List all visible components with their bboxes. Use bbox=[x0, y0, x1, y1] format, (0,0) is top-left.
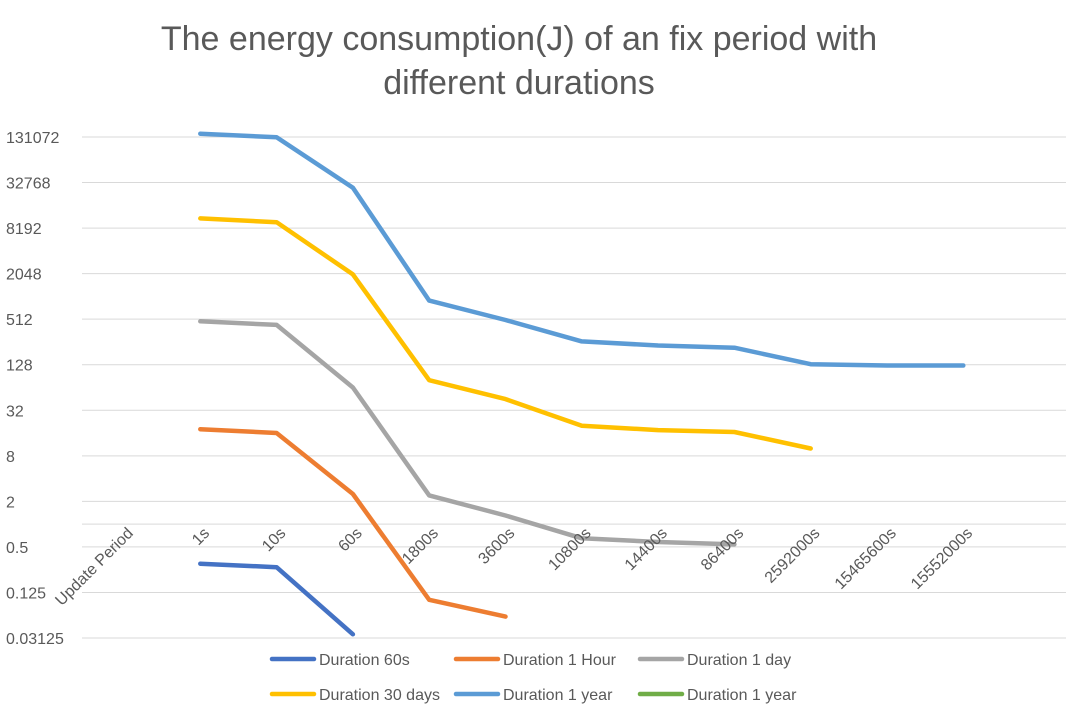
y-tick-label: 512 bbox=[6, 312, 33, 329]
y-tick-label: 0.5 bbox=[6, 540, 28, 557]
y-tick-label: 128 bbox=[6, 358, 33, 375]
y-axis: 131072 32768 8192 2048 512 128 32 8 2 0.5 0.125 0.0… bbox=[6, 130, 64, 648]
x-tick-label: 15465600s bbox=[832, 525, 900, 593]
series-line-4 bbox=[198, 216, 813, 451]
series-line-1 bbox=[198, 561, 356, 637]
legend: Duration 60s Duration 1 Hour Duration 1 da… bbox=[269, 652, 797, 704]
y-tick-label: 0.03125 bbox=[6, 631, 64, 648]
legend-label: Duration 30 days bbox=[319, 687, 440, 704]
x-tick-label: Update Period bbox=[52, 525, 136, 609]
x-tick-label: 10s bbox=[259, 525, 289, 555]
legend-label: Duration 1 day bbox=[687, 652, 791, 669]
legend-label: Duration 1 Hour bbox=[503, 652, 617, 669]
y-tick-label: 32768 bbox=[6, 176, 51, 193]
y-tick-label: 8192 bbox=[6, 221, 42, 238]
x-tick-label: 1800s bbox=[399, 525, 442, 568]
x-tick-label: 15552000s bbox=[908, 525, 976, 593]
chart-title-line-1: The energy consumption(J) of an fix peri… bbox=[161, 20, 877, 58]
x-tick-label: 14400s bbox=[622, 525, 671, 574]
gridlines bbox=[82, 136, 1066, 639]
x-axis: Update Period 1s 10s 60s 1800s 3600s 10800s 144… bbox=[52, 525, 976, 609]
x-tick-label: 3600s bbox=[475, 525, 518, 568]
series-line-3 bbox=[198, 319, 737, 547]
series-line-5 bbox=[198, 131, 966, 368]
legend-label: Duration 60s bbox=[319, 652, 410, 669]
x-tick-label: 86400s bbox=[698, 525, 747, 574]
chart-title-line-2: different durations bbox=[383, 64, 655, 102]
y-tick-label: 2 bbox=[6, 494, 15, 511]
series-line-2 bbox=[198, 426, 508, 619]
x-tick-label: 60s bbox=[335, 525, 365, 555]
x-tick-label: 1s bbox=[189, 525, 213, 549]
y-tick-label: 2048 bbox=[6, 267, 42, 284]
legend-label: Duration 1 year bbox=[503, 687, 613, 704]
y-tick-label: 0.125 bbox=[6, 585, 46, 602]
y-tick-label: 32 bbox=[6, 403, 24, 420]
y-tick-label: 8 bbox=[6, 449, 15, 466]
series-lines bbox=[198, 131, 966, 637]
x-tick-label: 2592000s bbox=[762, 525, 824, 587]
legend-label: Duration 1 year bbox=[687, 687, 797, 704]
y-tick-label: 131072 bbox=[6, 130, 59, 147]
x-tick-label: 10800s bbox=[545, 525, 594, 574]
